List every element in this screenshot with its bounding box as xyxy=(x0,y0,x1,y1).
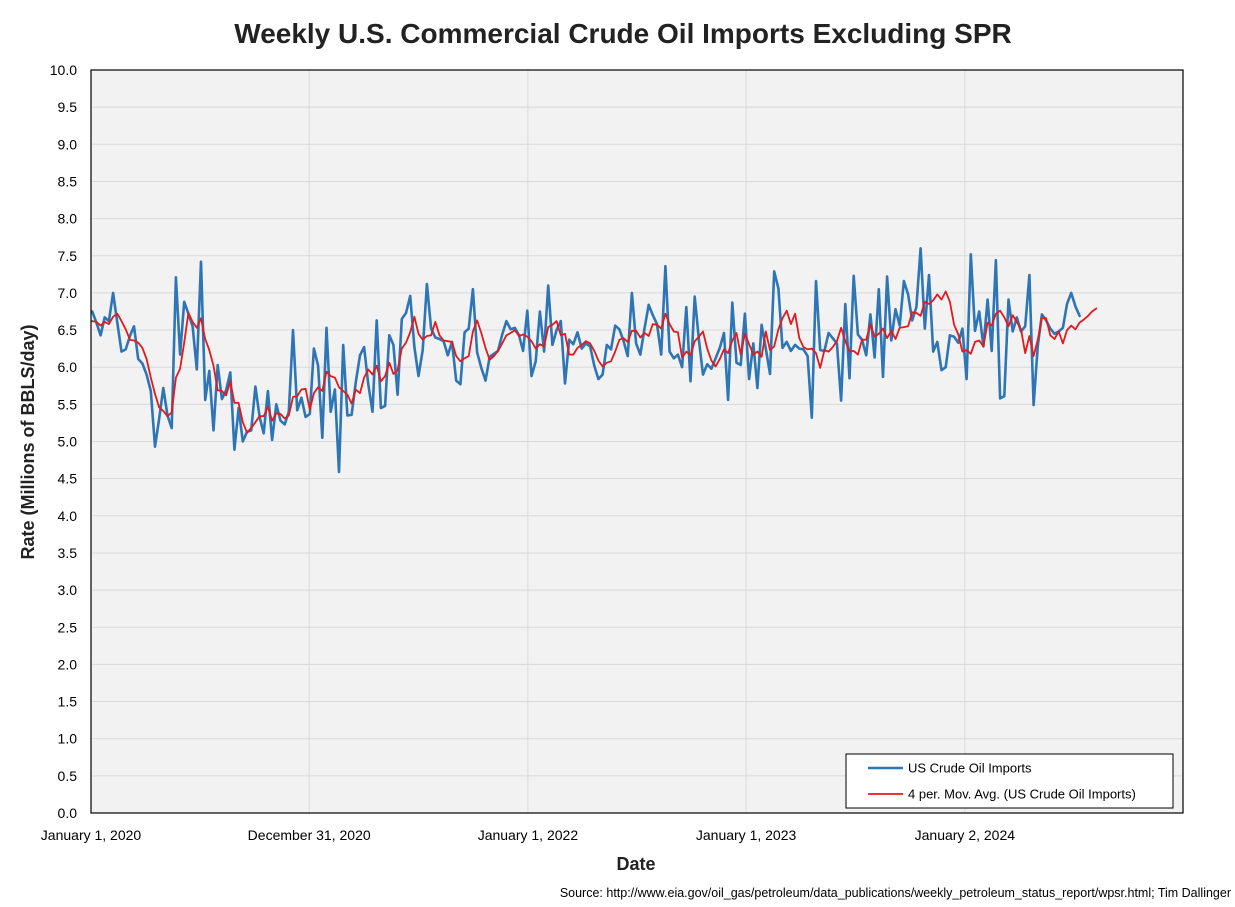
y-tick-label: 2.0 xyxy=(58,656,78,672)
x-tick-label: December 31, 2020 xyxy=(248,827,371,843)
y-tick-label: 4.0 xyxy=(58,508,78,524)
x-tick-label: January 1, 2022 xyxy=(478,827,579,843)
y-tick-label: 9.0 xyxy=(58,136,78,152)
y-tick-label: 4.5 xyxy=(58,471,78,487)
y-tick-label: 7.0 xyxy=(58,285,78,301)
legend-box xyxy=(845,753,1174,809)
y-axis-ticks: 0.0 0.5 1.0 1.5 2.0 2.5 3.0 3.5 4.0 4.5 5.0 5.5 6.0 6… xyxy=(50,62,77,821)
x-axis-title: Date xyxy=(616,854,655,874)
y-tick-label: 1.5 xyxy=(58,694,78,710)
source-note: Source: http://www.eia.gov/oil_gas/petro… xyxy=(560,886,1231,900)
y-tick-label: 5.5 xyxy=(58,396,78,412)
chart-title: Weekly U.S. Commercial Crude Oil Imports… xyxy=(234,18,1011,49)
y-tick-label: 9.5 xyxy=(58,99,78,115)
y-tick-label: 7.5 xyxy=(58,248,78,264)
y-tick-label: 1.0 xyxy=(58,731,78,747)
plot-border xyxy=(90,69,1184,814)
y-tick-label: 10.0 xyxy=(50,62,77,78)
x-tick-label: January 1, 2023 xyxy=(696,827,797,843)
legend-label-imports: US Crude Oil Imports xyxy=(908,761,1032,776)
series-layer xyxy=(90,247,1098,474)
legend: US Crude Oil Imports 4 per. Mov. Avg. (U… xyxy=(845,753,1174,809)
y-tick-label: 6.5 xyxy=(58,322,78,338)
x-tick-label: January 2, 2024 xyxy=(915,827,1016,843)
y-tick-label: 0.5 xyxy=(58,768,78,784)
y-tick-label: 8.5 xyxy=(58,173,78,189)
gridlines xyxy=(91,70,1183,813)
y-tick-label: 0.0 xyxy=(58,805,78,821)
y-axis-title: Rate (Millions of BBLS/day) xyxy=(18,324,38,559)
series-line-moving-average xyxy=(91,290,1098,434)
y-tick-label: 6.0 xyxy=(58,359,78,375)
series-line-imports xyxy=(90,247,1081,474)
y-tick-label: 2.5 xyxy=(58,619,78,635)
y-tick-label: 3.0 xyxy=(58,582,78,598)
y-tick-label: 8.0 xyxy=(58,211,78,227)
plot-area xyxy=(90,69,1184,814)
legend-label-moving-average: 4 per. Mov. Avg. (US Crude Oil Imports) xyxy=(908,787,1136,802)
x-axis-ticks: January 1, 2020 December 31, 2020 January … xyxy=(41,827,1015,843)
y-tick-label: 3.5 xyxy=(58,545,78,561)
y-tick-label: 5.0 xyxy=(58,434,78,450)
x-tick-label: January 1, 2020 xyxy=(41,827,142,843)
